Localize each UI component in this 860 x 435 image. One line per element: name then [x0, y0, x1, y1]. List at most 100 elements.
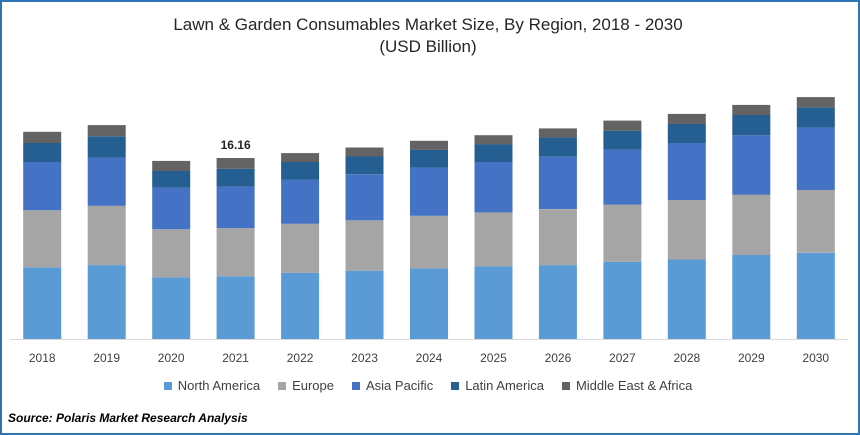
- bar-segment-2030-europe: [796, 190, 835, 253]
- bar-segment-2029-middle-east-africa: [732, 104, 771, 115]
- bar-segment-2028-europe: [667, 200, 706, 260]
- bar-segment-2030-middle-east-africa: [796, 97, 835, 108]
- x-tick-label-2030: 2030: [802, 351, 829, 365]
- bar-segment-2021-asia-pacific: [216, 186, 255, 229]
- bar-segment-2029-europe: [732, 194, 771, 255]
- bar-segment-2018-middle-east-africa: [23, 131, 62, 143]
- bar-segment-2028-middle-east-africa: [667, 113, 706, 124]
- bar-segment-2029-latin-america: [732, 115, 771, 136]
- x-tick-label-2022: 2022: [287, 351, 314, 365]
- bar-segment-2018-europe: [23, 210, 62, 268]
- bar-segment-2022-asia-pacific: [281, 180, 320, 224]
- bar-segment-2026-latin-america: [538, 137, 577, 157]
- legend-label: Asia Pacific: [366, 378, 434, 393]
- legend-item-europe: Europe: [278, 378, 334, 393]
- x-tick-label-2018: 2018: [29, 351, 56, 365]
- legend-label: North America: [177, 378, 261, 393]
- bar-segment-2028-asia-pacific: [667, 143, 706, 201]
- bar-segment-2026-europe: [538, 209, 577, 266]
- bar-segment-2022-north-america: [281, 272, 320, 339]
- x-tick-label-2025: 2025: [480, 351, 507, 365]
- bar-segment-2019-europe: [87, 205, 126, 266]
- bar-segment-2020-middle-east-africa: [152, 160, 191, 171]
- legend-item-latin-america: Latin America: [451, 378, 544, 393]
- bar-segment-2027-middle-east-africa: [603, 120, 642, 131]
- bar-segment-2021-north-america: [216, 276, 255, 339]
- bar-segment-2030-latin-america: [796, 107, 835, 128]
- legend-swatch: [352, 381, 360, 390]
- bar-segment-2030-asia-pacific: [796, 127, 835, 190]
- bar-segment-2020-north-america: [152, 277, 191, 339]
- bar-segment-2023-north-america: [345, 270, 384, 339]
- bar-segment-2023-middle-east-africa: [345, 147, 384, 157]
- bar-segment-2026-asia-pacific: [538, 156, 577, 209]
- bar-segment-2018-north-america: [23, 267, 62, 339]
- legend-label: Latin America: [465, 378, 544, 393]
- bar-segment-2021-latin-america: [216, 168, 255, 187]
- bar-segment-2027-north-america: [603, 261, 642, 339]
- bar-segment-2022-middle-east-africa: [281, 153, 320, 163]
- bar-segment-2030-north-america: [796, 252, 835, 339]
- bar-segment-2028-latin-america: [667, 124, 706, 143]
- legend-item-north-america: North America: [163, 378, 261, 393]
- legend-item-asia-pacific: Asia Pacific: [352, 378, 433, 393]
- legend-swatch: [561, 381, 570, 390]
- data-label-2021: 16.16: [221, 138, 251, 152]
- legend-label: Middle East & Africa: [575, 378, 693, 393]
- bar-segment-2027-europe: [603, 204, 642, 262]
- bar-segment-2020-latin-america: [152, 171, 191, 188]
- bar-segment-2020-europe: [152, 229, 191, 278]
- bar-segment-2022-europe: [281, 223, 320, 273]
- x-tick-label-2020: 2020: [158, 351, 185, 365]
- bar-segment-2019-latin-america: [87, 136, 126, 158]
- x-tick-label-2026: 2026: [545, 351, 572, 365]
- bar-segment-2026-north-america: [538, 265, 577, 339]
- legend-swatch: [163, 381, 172, 390]
- bar-segment-2025-asia-pacific: [474, 162, 513, 213]
- bar-segment-2022-latin-america: [281, 162, 320, 180]
- bar-segment-2018-asia-pacific: [23, 162, 62, 211]
- bar-segment-2024-latin-america: [410, 149, 448, 168]
- x-tick-label-2028: 2028: [673, 351, 700, 365]
- bar-segment-2025-middle-east-africa: [474, 135, 513, 145]
- title-line-2: (USD Billion): [379, 37, 477, 56]
- bar-segment-2024-europe: [410, 215, 448, 269]
- bar-segment-2018-latin-america: [23, 143, 62, 162]
- x-tick-label-2021: 2021: [222, 351, 249, 365]
- bar-segment-2024-asia-pacific: [410, 167, 448, 216]
- bar-segment-2023-asia-pacific: [345, 174, 384, 221]
- bar-segment-2020-asia-pacific: [152, 187, 191, 230]
- bar-segment-2023-europe: [345, 220, 384, 271]
- bar-segment-2023-latin-america: [345, 156, 384, 175]
- bar-segment-2029-asia-pacific: [732, 135, 771, 195]
- bar-segment-2029-north-america: [732, 255, 771, 339]
- bar-segment-2027-asia-pacific: [603, 149, 642, 205]
- legend-label: Europe: [292, 378, 334, 393]
- bar-segment-2021-europe: [216, 228, 255, 277]
- legend-item-middle-east-africa: Middle East & Africa: [561, 378, 693, 393]
- bar-segment-2027-latin-america: [603, 130, 642, 150]
- title-line-1: Lawn & Garden Consumables Market Size, B…: [173, 15, 683, 34]
- bar-segment-2019-north-america: [87, 265, 126, 339]
- bar-segment-2025-europe: [474, 212, 513, 267]
- bar-segment-2026-middle-east-africa: [538, 128, 577, 138]
- x-tick-label-2024: 2024: [416, 351, 443, 365]
- bar-segment-2025-north-america: [474, 266, 513, 339]
- chart-legend: North America Europe Asia Pacific Latin Ame…: [0, 378, 856, 393]
- x-tick-label-2023: 2023: [351, 351, 378, 365]
- bar-segment-2028-north-america: [667, 259, 706, 339]
- legend-swatch: [278, 381, 287, 390]
- source-note: Source: Polaris Market Research Analysis: [8, 411, 248, 425]
- legend-swatch: [451, 381, 460, 390]
- x-tick-label-2019: 2019: [93, 351, 120, 365]
- bar-segment-2019-middle-east-africa: [87, 125, 126, 137]
- x-tick-label-2027: 2027: [609, 351, 636, 365]
- bar-segment-2019-asia-pacific: [87, 157, 126, 206]
- bar-segment-2024-middle-east-africa: [410, 140, 448, 150]
- bar-segment-2025-latin-america: [474, 144, 513, 162]
- x-tick-label-2029: 2029: [738, 351, 765, 365]
- bar-segment-2024-north-america: [410, 268, 448, 339]
- bar-segment-2021-middle-east-africa: [216, 158, 255, 169]
- chart-title: Lawn & Garden Consumables Market Size, B…: [0, 14, 856, 58]
